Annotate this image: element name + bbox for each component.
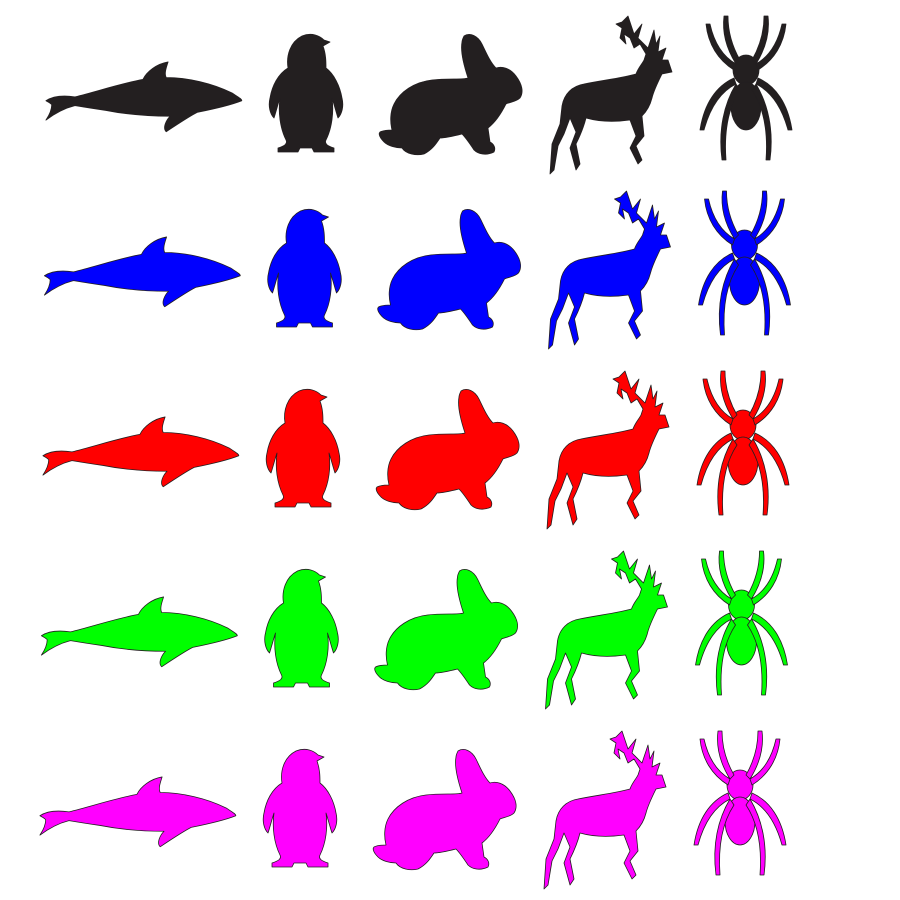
deer-green-icon <box>545 550 668 710</box>
row-black <box>45 15 793 175</box>
row-magenta <box>39 730 787 890</box>
dolphin-blue-icon <box>43 236 241 308</box>
dolphin-green-icon <box>40 596 238 668</box>
penguin-black-icon <box>268 33 344 153</box>
row-red <box>42 370 790 530</box>
rabbit-magenta-icon <box>372 748 517 871</box>
penguin-green-icon <box>264 568 339 688</box>
spider-black-icon <box>699 15 793 161</box>
silhouette-grid <box>39 15 793 890</box>
rabbit-green-icon <box>374 568 519 691</box>
deer-magenta-icon <box>543 730 667 890</box>
spider-green-icon <box>695 550 788 696</box>
rabbit-blue-icon <box>377 208 522 331</box>
dolphin-red-icon <box>42 416 240 488</box>
rabbit-black-icon <box>378 33 523 156</box>
row-green <box>40 550 788 710</box>
spider-magenta-icon <box>693 730 787 876</box>
dolphin-magenta-icon <box>39 776 237 848</box>
deer-black-icon <box>549 15 673 175</box>
row-blue <box>43 190 791 350</box>
penguin-red-icon <box>265 388 341 508</box>
deer-blue-icon <box>548 190 671 350</box>
penguin-magenta-icon <box>262 748 338 868</box>
spider-blue-icon <box>698 190 791 336</box>
dolphin-black-icon <box>45 61 243 133</box>
deer-red-icon <box>546 370 670 530</box>
spider-red-icon <box>696 370 790 516</box>
penguin-blue-icon <box>267 208 342 328</box>
rabbit-red-icon <box>375 388 520 511</box>
